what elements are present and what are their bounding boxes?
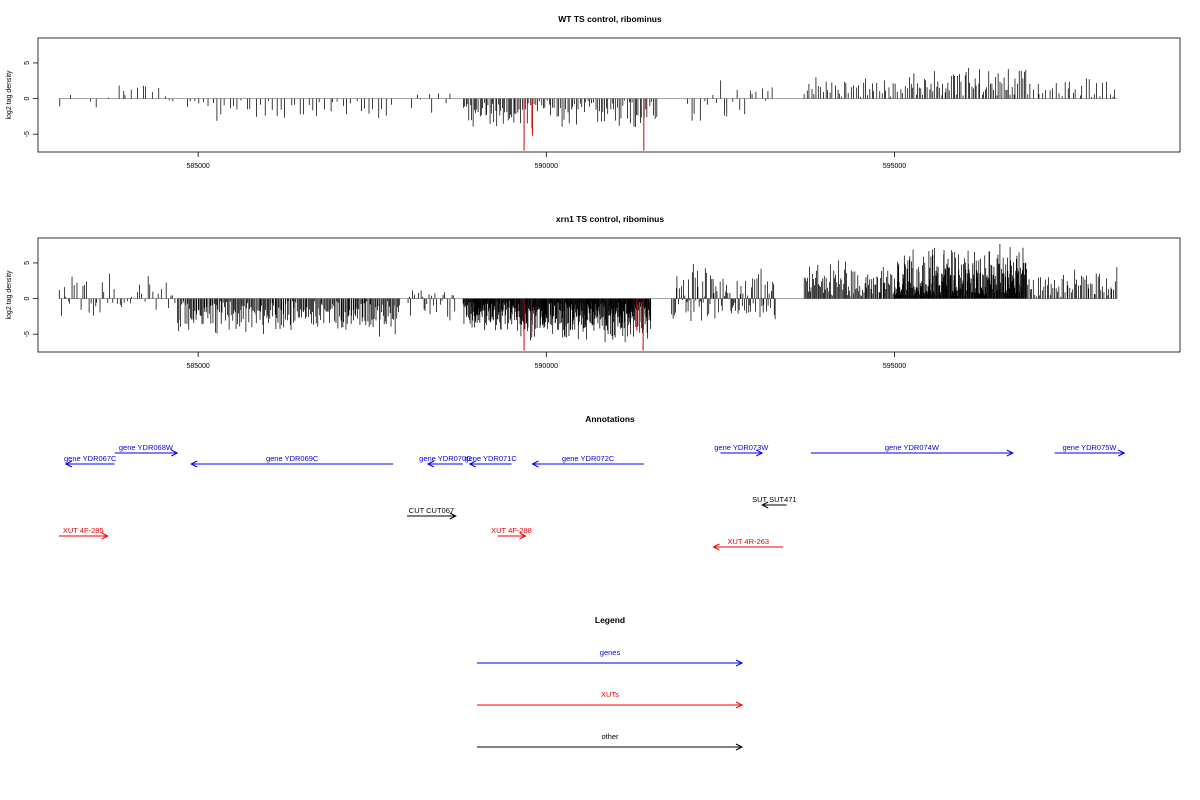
xrn1-track-y-axis: -5 0 5 [24, 261, 38, 337]
annotation-feature: XUT 4F-288 [491, 526, 532, 540]
annotation-label: gene YDR070C [419, 454, 472, 463]
x-tick-label: 590000 [535, 163, 558, 170]
xrn1-track-panel: xrn1 TS control, ribominus 585000 590000 5… [6, 214, 1181, 370]
annotation-label: gene YDR068W [119, 443, 174, 452]
annotation-arrowhead [101, 532, 109, 540]
xrn1-track-bars [58, 244, 1118, 343]
annotation-label: XUT 4F-288 [491, 526, 532, 535]
annotation-label: gene YDR075W [1062, 443, 1117, 452]
annotation-arrowhead [171, 449, 179, 457]
legend-arrowhead [735, 659, 744, 667]
annotation-arrowhead [531, 460, 539, 468]
xrn1-track-y-label: log2 tag density [6, 270, 13, 320]
annotation-arrowhead [761, 501, 769, 509]
legend-title: Legend [595, 615, 625, 625]
legend-item: genes [477, 648, 744, 667]
annotation-feature: gene YDR068W [114, 443, 179, 457]
annotation-arrowhead [426, 460, 435, 468]
annotation-feature: gene YDR071C [464, 454, 517, 468]
y-tick-label: 0 [24, 97, 31, 101]
xrn1-track-plot-frame [37, 237, 1181, 353]
annotation-label: gene YDR073W [714, 443, 769, 452]
annotation-feature: XUT 4F-285 [58, 526, 109, 540]
legend-item-label: XUTs [601, 690, 619, 699]
annotation-feature: CUT CUT067 [407, 506, 457, 520]
annotation-label: gene YDR069C [266, 454, 319, 463]
annotation-arrowhead [468, 460, 476, 468]
annotation-feature: XUT 4R-263 [712, 537, 784, 551]
x-tick-label: 585000 [186, 163, 209, 170]
annotation-feature: gene YDR074W [810, 443, 1014, 457]
annotation-feature: gene YDR075W [1054, 443, 1126, 457]
xrn1-track-highlight-bars [523, 298, 644, 351]
x-tick-label: 585000 [186, 363, 209, 370]
wt-track-title: WT TS control, ribominus [558, 14, 662, 24]
wt-track-plot-frame [37, 37, 1181, 153]
wt-track-bars [59, 67, 1115, 129]
annotation-arrowhead [712, 543, 720, 551]
annotation-arrowhead [519, 532, 527, 540]
legend-item-label: genes [600, 648, 621, 657]
annotation-feature: gene YDR072C [531, 454, 644, 468]
annotation-feature: SUT SUT471 [752, 495, 797, 509]
y-tick-label: -5 [24, 331, 31, 337]
y-tick-label: -5 [24, 131, 31, 137]
annotation-label: gene YDR071C [464, 454, 517, 463]
annotation-feature: gene YDR069C [190, 454, 394, 468]
annotation-label: XUT 4R-263 [727, 537, 769, 546]
legend-items: genes XUTs other [477, 648, 744, 751]
annotation-arrowhead [755, 449, 764, 457]
legend-panel: Legend genes XUTs other [477, 615, 744, 751]
wt-track-x-axis: 585000 590000 595000 [186, 152, 906, 170]
xrn1-track-x-axis: 585000 590000 595000 [186, 352, 906, 370]
annotation-arrowhead [1118, 449, 1126, 457]
y-tick-label: 5 [24, 61, 31, 65]
annotation-label: gene YDR072C [562, 454, 615, 463]
annotation-label: SUT SUT471 [752, 495, 796, 504]
annotation-label: CUT CUT067 [409, 506, 454, 515]
wt-track-panel: WT TS control, ribominus 585000 590000 595… [6, 14, 1181, 170]
annotation-arrowhead [1006, 449, 1014, 457]
annotation-label: gene YDR074W [885, 443, 940, 452]
xrn1-track-title: xrn1 TS control, ribominus [556, 214, 664, 224]
wt-track-y-axis: -5 0 5 [24, 61, 38, 137]
annotation-feature: gene YDR070C [419, 454, 472, 468]
annotation-arrowhead [449, 512, 457, 520]
annotation-arrowhead [190, 460, 198, 468]
y-tick-label: 0 [24, 297, 31, 301]
y-tick-label: 5 [24, 261, 31, 265]
x-tick-label: 595000 [883, 363, 906, 370]
x-tick-label: 590000 [535, 363, 558, 370]
annotation-label: XUT 4F-285 [63, 526, 104, 535]
annotation-label: gene YDR067C [64, 454, 117, 463]
annotation-feature: gene YDR073W [714, 443, 769, 457]
x-tick-label: 595000 [883, 163, 906, 170]
annotation-feature: gene YDR067C [64, 454, 117, 468]
wt-track-highlight-bars [523, 98, 645, 151]
legend-item: XUTs [477, 690, 744, 709]
wt-track-y-label: log2 tag density [6, 70, 13, 120]
legend-item: other [477, 732, 744, 751]
annotations-title: Annotations [585, 414, 635, 424]
legend-arrowhead [735, 743, 744, 751]
annotation-arrowhead [64, 460, 73, 468]
legend-item-label: other [601, 732, 619, 741]
legend-arrowhead [735, 701, 744, 709]
